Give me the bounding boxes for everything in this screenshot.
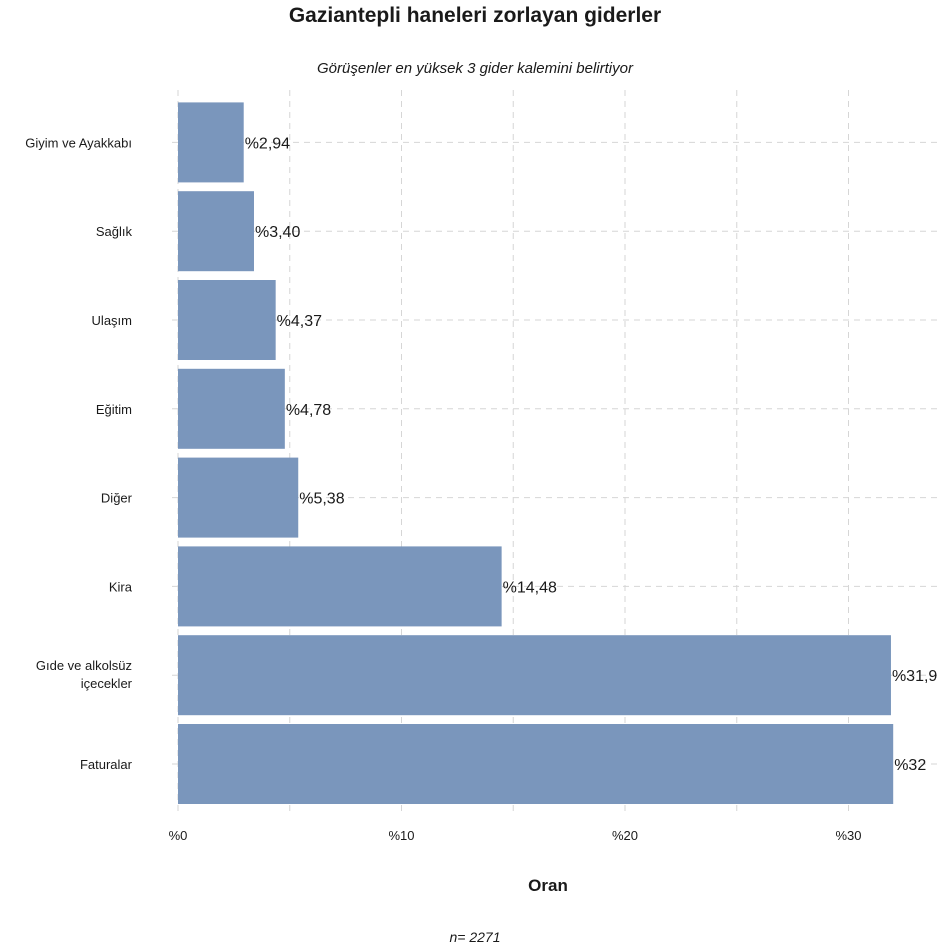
y-tick-label: Giyim ve Ayakkabı	[25, 135, 132, 150]
data-label: %4,37	[277, 313, 322, 330]
data-label: %14,48	[503, 579, 557, 596]
y-tick-label: Kira	[109, 579, 133, 594]
label-layer: %2,94 Giyim ve Ayakkabı %3,40 Sağlık %4,37 Ul…	[25, 135, 937, 843]
bar	[178, 724, 894, 804]
y-tick-label: Ulaşım	[92, 313, 132, 328]
x-tick-label: %10	[388, 828, 414, 843]
bar	[178, 368, 285, 449]
y-tick-label: Sağlık	[96, 224, 133, 239]
x-tick-label: %0	[169, 828, 188, 843]
chart-title: Gaziantepli haneleri zorlayan giderler	[288, 4, 662, 27]
data-label: %3,40	[255, 224, 300, 241]
y-tick-label: Faturalar	[80, 757, 133, 772]
x-tick-label: %20	[612, 828, 638, 843]
bar	[178, 635, 891, 716]
chart-subtitle: Görüşenler en yüksek 3 gider kalemini be…	[317, 60, 633, 77]
x-axis-title: Oran	[528, 876, 568, 895]
bar	[178, 457, 299, 538]
bar	[178, 102, 244, 183]
data-label: %32	[894, 757, 926, 774]
bar	[178, 546, 502, 627]
y-tick-label: Diğer	[101, 491, 133, 506]
data-label: %5,38	[299, 491, 344, 508]
bar-layer	[178, 102, 894, 804]
bar	[178, 280, 276, 360]
data-label: %4,78	[286, 402, 331, 419]
y-tick-label: Eğitim	[96, 402, 132, 417]
data-label: %2,94	[245, 135, 290, 152]
chart-caption: n= 2271	[449, 929, 501, 945]
bar	[178, 191, 254, 272]
data-label: %31,9	[892, 668, 937, 685]
y-tick-label: Gıde ve alkolsüz içecekler	[36, 658, 133, 691]
x-tick-label: %30	[835, 828, 861, 843]
